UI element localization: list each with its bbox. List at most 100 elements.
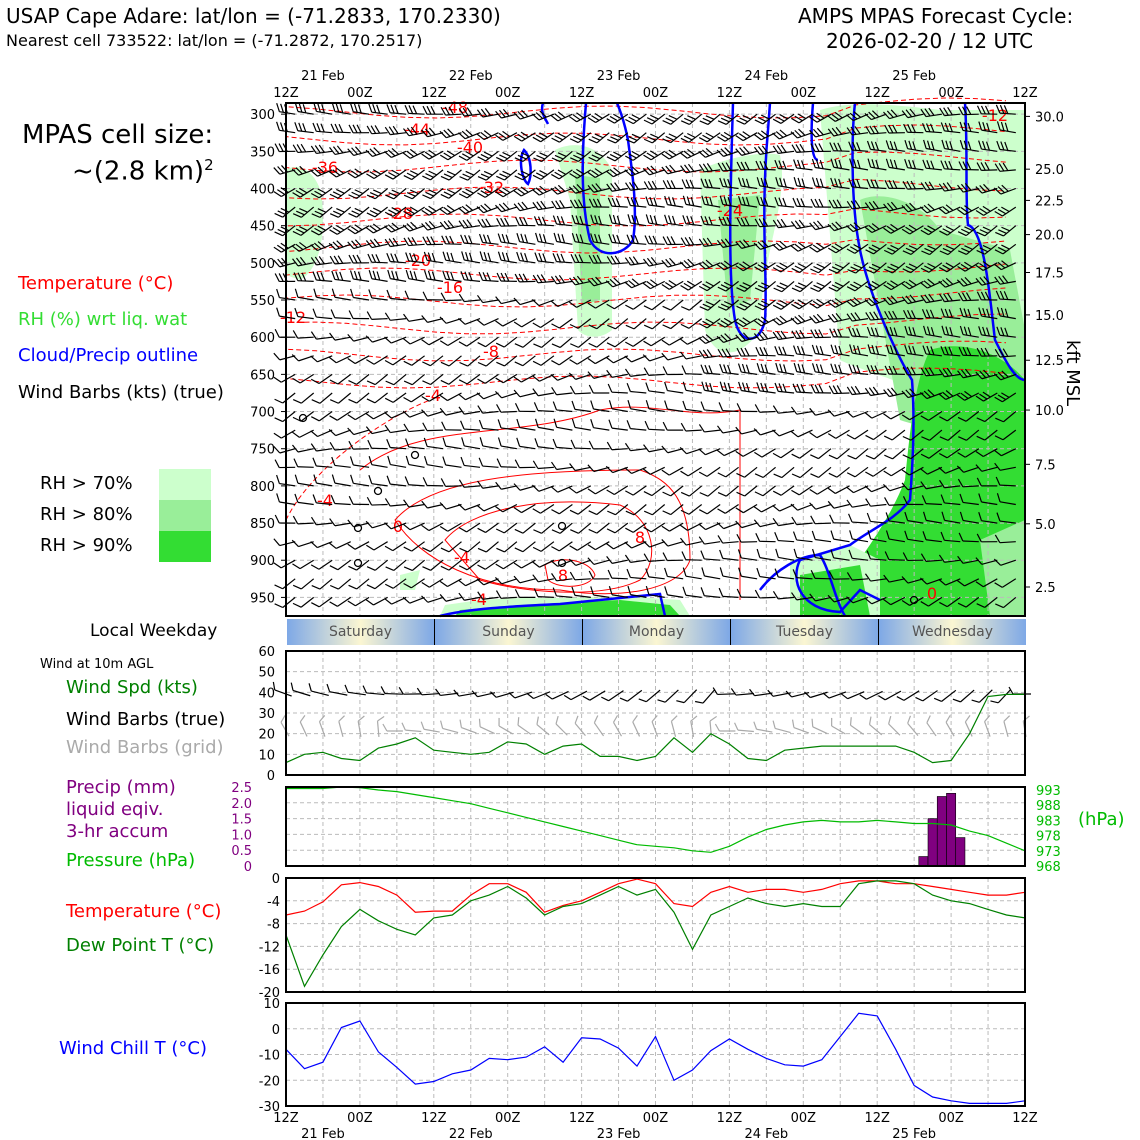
wind-barb-feather <box>291 539 299 547</box>
wind-barb-feather <box>635 215 639 225</box>
wind-barb-feather <box>536 154 545 160</box>
wind-barb-staff <box>780 485 795 496</box>
wind-barb-feather <box>520 252 525 262</box>
wind-barb-staff <box>779 503 795 512</box>
wind-barb <box>606 336 629 348</box>
wind-barb-feather <box>952 698 961 703</box>
wind-barb-feather <box>923 204 932 212</box>
temperature-contour-label: -20 <box>405 251 431 270</box>
wind-barb-feather <box>498 132 507 139</box>
wind-barb-staff <box>632 150 647 161</box>
wind-barb-staff <box>778 167 795 171</box>
wind-barb-feather <box>514 175 524 181</box>
wind-barb-feather <box>904 511 909 521</box>
wind-barb <box>645 214 665 227</box>
wind-barb-feather <box>665 117 675 123</box>
wind-barb-feather <box>940 308 945 318</box>
wind-barb-staff <box>448 559 462 571</box>
wind-barb-staff <box>279 169 296 175</box>
wind-barb <box>975 205 998 216</box>
wind-barb <box>735 146 758 156</box>
wind-barb <box>755 346 776 357</box>
wind-barb <box>698 349 721 359</box>
wind-barb-feather <box>588 510 598 516</box>
wind-barb-feather <box>888 180 894 189</box>
wind-barb-feather <box>926 345 931 355</box>
wind-barb-feather <box>926 715 931 724</box>
wind-barb-feather <box>273 445 281 454</box>
wind-barb <box>422 188 444 200</box>
wind-barb-feather <box>480 131 489 139</box>
wind-barb-feather <box>464 271 469 281</box>
wind-barb <box>347 410 370 421</box>
wind-barb-staff <box>649 169 665 176</box>
wind-barb-feather <box>853 243 862 250</box>
wind-barb-staff <box>799 262 813 273</box>
precip-label-1: Precip (mm) <box>66 777 176 798</box>
wind-barb-feather <box>948 309 953 318</box>
wind-barb-staff <box>630 594 647 598</box>
wind-barb <box>957 225 980 237</box>
wind-barb-feather <box>643 119 653 125</box>
wind-barb-feather <box>960 392 969 399</box>
wind-barb-feather <box>460 234 465 244</box>
wind-barb <box>477 522 499 533</box>
wind-barb-feather <box>856 328 861 337</box>
wind-barb <box>606 150 629 162</box>
wind-barb-feather <box>574 254 580 263</box>
wind-barb-staff <box>334 131 351 134</box>
pressure-tick-label: 700 <box>250 406 275 421</box>
wind-barb-staff <box>759 150 776 155</box>
wind-barb-staff <box>648 594 665 598</box>
wind-barb-feather <box>440 193 450 199</box>
wind-barb-feather <box>384 238 391 247</box>
wind-barb-feather <box>292 230 302 236</box>
wind-barb-feather <box>719 549 724 559</box>
wind-barb-feather <box>518 273 524 283</box>
wind-barb-feather <box>348 584 357 590</box>
wind-barb-feather <box>274 231 283 237</box>
wind-barb-feather <box>695 700 704 704</box>
wind-barb-feather <box>941 325 946 335</box>
wind-barb-feather <box>662 305 671 311</box>
wind-barb <box>460 234 481 245</box>
surface-wind-barb-true <box>896 690 920 701</box>
wind-barb-staff <box>595 299 610 309</box>
wind-barb <box>716 448 739 457</box>
wind-barb <box>737 177 758 190</box>
wind-barb-feather <box>662 552 668 561</box>
wind-barb-feather <box>625 182 631 191</box>
wind-barb-feather <box>814 384 820 394</box>
wind-barb-feather <box>439 340 449 347</box>
windchill-tick-label: -30 <box>259 1100 280 1115</box>
wind-barb-feather <box>459 361 468 367</box>
wind-barb <box>625 485 647 496</box>
wind-barb-feather <box>643 181 650 190</box>
wind-barb-feather <box>905 226 914 233</box>
wind-barb-feather <box>866 326 872 336</box>
wind-barb-feather <box>483 170 493 176</box>
wind-barb <box>976 596 998 608</box>
wind-barb-feather <box>815 363 820 373</box>
wind-barb-feather <box>422 361 431 367</box>
wind-barb <box>497 437 517 450</box>
wind-barb <box>273 352 296 361</box>
wind-barb-feather <box>486 234 492 244</box>
wind-barb <box>978 493 998 506</box>
surface-wind-barb-grid <box>868 716 883 736</box>
wind-barb <box>533 336 555 349</box>
wind-barb-feather <box>794 284 804 290</box>
wind-barb-staff <box>762 466 776 478</box>
wind-barb-staff <box>670 721 677 737</box>
wind-barb-feather <box>459 719 462 728</box>
wind-barb-feather <box>403 210 412 217</box>
wind-barb <box>882 483 906 492</box>
wind-barb-feather <box>349 270 354 280</box>
wind-barb <box>901 224 924 235</box>
wind-barb-staff <box>279 501 296 506</box>
wind-barb-feather <box>942 206 950 213</box>
wind-barb-feather <box>909 202 917 210</box>
wind-barb-feather <box>430 236 436 245</box>
wind-barb-feather <box>719 363 724 373</box>
wind-barb-staff <box>538 240 555 245</box>
